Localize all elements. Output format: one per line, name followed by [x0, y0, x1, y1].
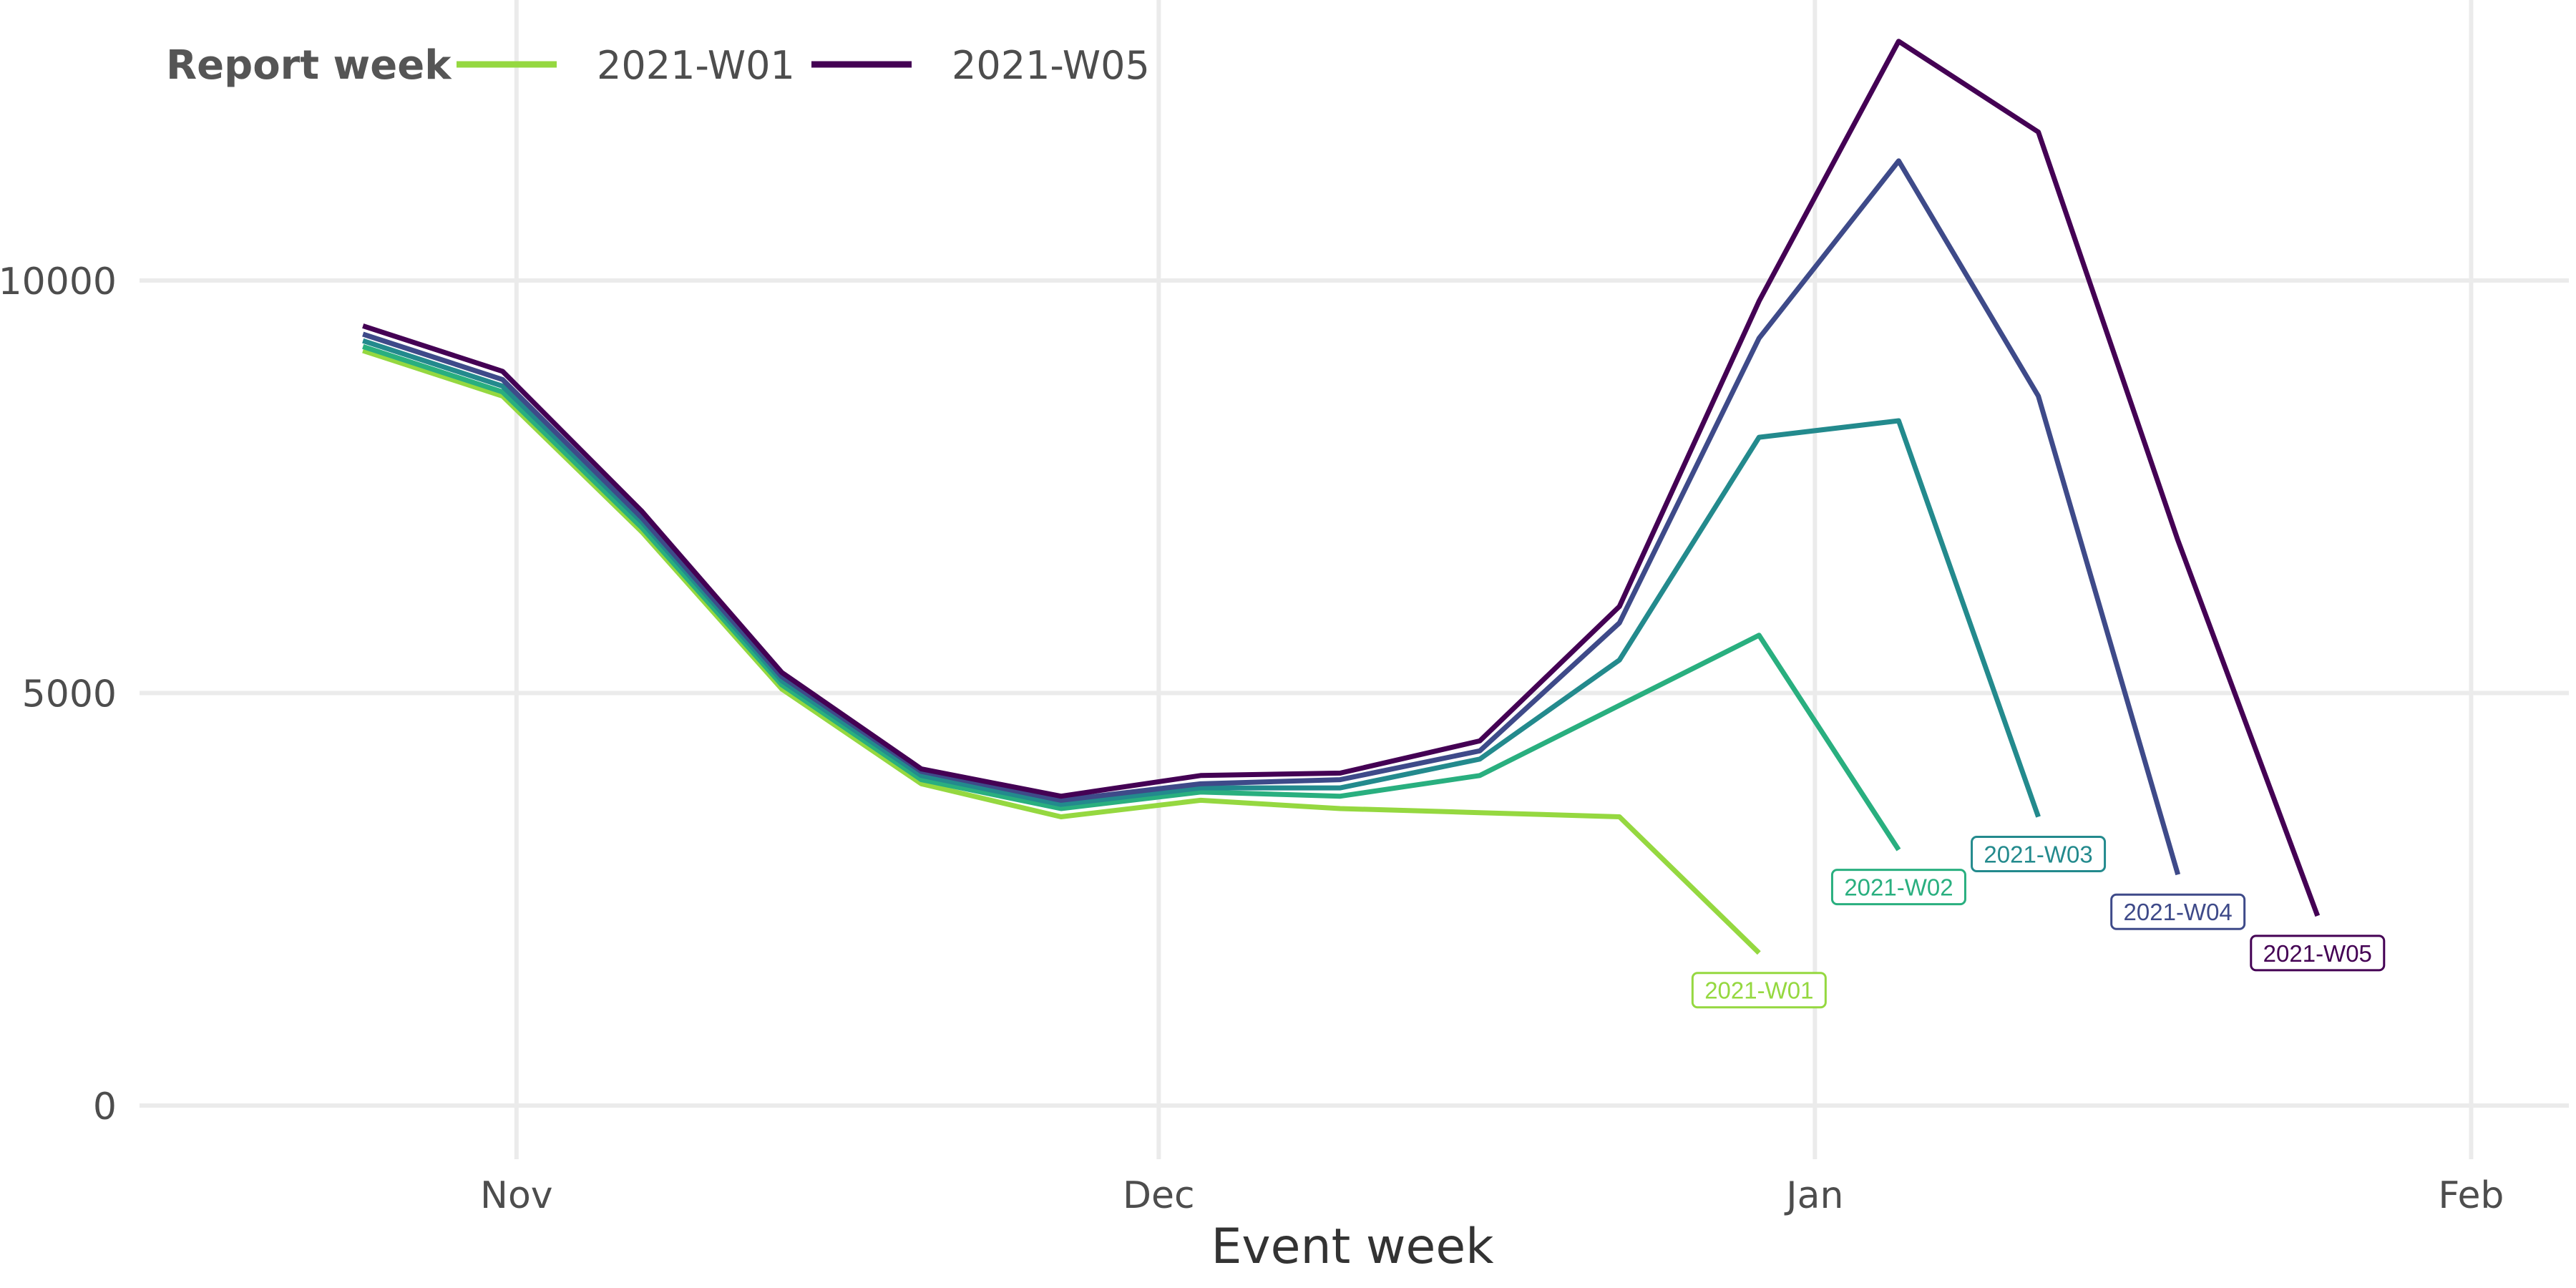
end-label-2021-W05: 2021-W05: [2250, 935, 2386, 972]
x-tick-label: Jan: [1784, 1174, 1843, 1217]
series-line-2021-W04: [362, 158, 2181, 876]
end-label-box: [2250, 935, 2386, 972]
x-tick-label: Dec: [1123, 1174, 1195, 1217]
end-label-2021-W01: 2021-W01: [1691, 972, 1827, 1009]
y-tick-label: 10000: [0, 260, 117, 303]
x-tick-label: Feb: [2438, 1174, 2504, 1217]
legend-label-2021-W01: 2021-W01: [597, 43, 795, 88]
x-tick-label: Nov: [480, 1174, 553, 1217]
y-tick-label: 0: [93, 1085, 117, 1128]
grid: [140, 0, 2569, 1159]
end-label-text: 2021-W03: [1984, 841, 2092, 867]
series-line-2021-W05: [362, 39, 2321, 917]
end-label-text: 2021-W04: [2124, 899, 2233, 925]
end-label-text: 2021-W01: [1704, 977, 1813, 1004]
x-axis-ticks: Nov Dec Jan Feb: [480, 1174, 2504, 1217]
end-label-2021-W03: 2021-W03: [1971, 835, 2107, 872]
series-line-2021-W03: [362, 338, 2041, 818]
series-line-2021-W02: [362, 343, 1901, 852]
end-label-text: 2021-W05: [2263, 940, 2372, 967]
end-label-box: [1971, 835, 2107, 872]
end-label-text: 2021-W02: [1844, 874, 1953, 901]
series-line-2021-W01: [362, 348, 1761, 955]
series-lines: [362, 39, 2321, 955]
legend-label-2021-W05: 2021-W05: [952, 43, 1150, 88]
end-label-box: [2110, 893, 2246, 930]
end-label-box: [1830, 869, 1966, 906]
legend: Report week 2021-W01 2021-W05: [166, 42, 1150, 89]
end-label-box: [1691, 972, 1827, 1009]
y-axis-ticks: 0 5000 10000: [0, 260, 117, 1128]
y-tick-label: 5000: [22, 673, 117, 716]
legend-title: Report week: [166, 42, 452, 89]
end-labels: 2021-W01 2021-W02 2021-W03 2021-W04 2021-W05: [1691, 835, 2386, 1009]
end-label-2021-W04: 2021-W04: [2110, 893, 2246, 930]
x-axis-title: Event week: [1211, 1219, 1494, 1275]
end-label-2021-W02: 2021-W02: [1830, 869, 1966, 906]
